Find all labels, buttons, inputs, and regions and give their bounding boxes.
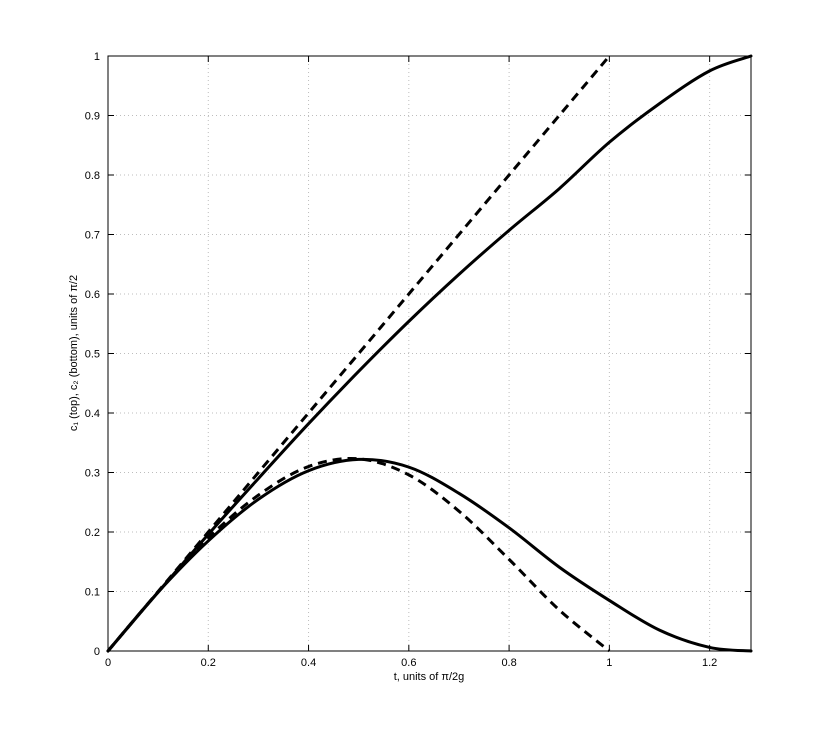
ticks: 0 0.2 0.4 0.6 0.8 1 1.2 0 0.1 0.2 0.3 0.4 0.5 0.6 0.7 0… <box>85 51 751 669</box>
grid <box>108 56 751 651</box>
x-tick-label: 1.2 <box>702 657 717 669</box>
series-line-2-dashed <box>106 55 611 652</box>
y-tick-label: 1 <box>94 51 100 63</box>
x-tick-label: 0.8 <box>501 657 516 669</box>
y-tick-label: 0.7 <box>85 230 100 242</box>
y-tick-label: 0.9 <box>85 111 100 123</box>
y-tick-label: 0.5 <box>85 349 100 361</box>
series-line-4-dashed <box>106 456 611 653</box>
series-line-1-solid <box>106 54 753 653</box>
y-tick-label: 0.4 <box>85 408 100 420</box>
x-axis-label: t, units of π/2g <box>394 671 465 683</box>
y-axis-label: c₁ (top), c₂ (bottom), units of π/2 <box>68 275 80 431</box>
y-tick-label: 0.1 <box>85 587 100 599</box>
y-tick-label: 0.2 <box>85 527 100 539</box>
y-tick-label: 0.8 <box>85 170 100 182</box>
series-line-3-solid <box>106 457 753 653</box>
x-tick-label: 0.6 <box>401 657 416 669</box>
series-group <box>106 54 753 653</box>
y-tick-label: 0.6 <box>85 289 100 301</box>
x-tick-label: 0.4 <box>301 657 316 669</box>
x-tick-label: 1 <box>606 657 612 669</box>
y-tick-label: 0 <box>94 646 100 658</box>
x-tick-label: 0.2 <box>201 657 216 669</box>
x-tick-label: 0 <box>105 657 111 669</box>
y-tick-label: 0.3 <box>85 468 100 480</box>
